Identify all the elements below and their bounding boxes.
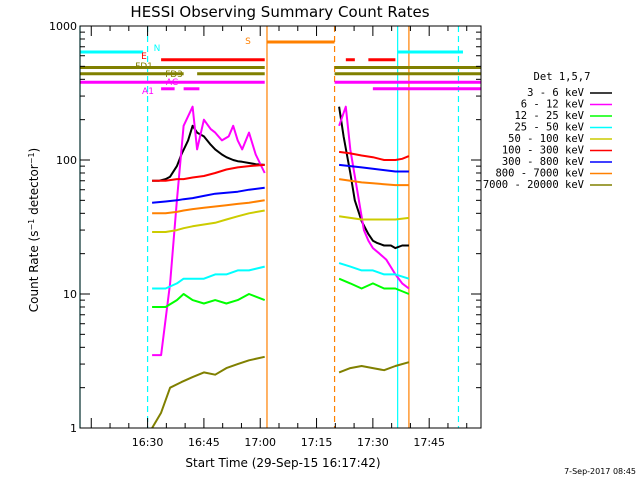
series-1-segment-0	[152, 105, 266, 357]
plot-area	[79, 26, 460, 428]
legend-label: 25 - 50 keV	[514, 122, 584, 134]
legend-label: 6 - 12 keV	[521, 99, 585, 111]
series-7-segment-1	[338, 178, 409, 187]
x-tick-label: 17:45	[413, 436, 445, 449]
timestamp: 7-Sep-2017 08:45	[564, 467, 636, 476]
legend-label: 300 - 800 keV	[502, 156, 585, 168]
series-6-segment-1	[338, 163, 409, 173]
series-5-segment-1	[338, 150, 410, 161]
series-0-segment-0	[152, 124, 265, 182]
y-tick-label: 100	[56, 154, 77, 167]
series-3-segment-0	[152, 265, 265, 290]
flag-label-fd3: FD3	[165, 70, 183, 80]
y-tick-label: 10	[63, 288, 77, 301]
legend-label: 7000 - 20000 keV	[483, 179, 585, 191]
legend-title: Det 1,5,7	[534, 71, 591, 83]
x-tick-label: 16:30	[132, 436, 164, 449]
y-tick-label: 1000	[49, 20, 77, 33]
series-5-segment-0	[152, 163, 265, 182]
x-axis-label: Start Time (29-Sep-15 16:17:42)	[185, 456, 380, 470]
series-4-segment-1	[338, 215, 410, 221]
y-axis-label: Count Rate (s−1 detector−1)	[27, 148, 42, 312]
x-tick-label: 17:00	[244, 436, 276, 449]
flag-label-a1: A1	[142, 87, 154, 97]
series-7-segment-0	[152, 199, 265, 215]
series-8-segment-0	[151, 355, 265, 429]
x-tick-label: 16:45	[188, 436, 220, 449]
series-2-segment-1	[338, 277, 410, 295]
x-tick-label: 17:30	[357, 436, 389, 449]
data-series	[151, 105, 410, 429]
flag-label-n: N	[154, 44, 161, 54]
legend-label: 100 - 300 keV	[502, 145, 585, 157]
series-1-segment-1	[338, 105, 410, 290]
y-tick-label: 1	[70, 422, 77, 435]
series-6-segment-0	[152, 186, 265, 204]
flag-label-e: E	[141, 52, 147, 62]
series-4-segment-0	[152, 209, 265, 233]
x-tick-label: 17:15	[301, 436, 333, 449]
series-0-segment-1	[338, 106, 409, 250]
axes: 1 10 100 1000 16:30 16:45 17:00 17:15 17:30 17:45	[49, 20, 482, 449]
chart-title: HESSI Observing Summary Count Rates	[130, 3, 429, 21]
flag-label-s: S	[245, 37, 251, 47]
plot-frame	[79, 25, 482, 429]
flag-label-fd1: FD1	[135, 62, 153, 72]
legend-label: 12 - 25 keV	[514, 110, 584, 122]
series-8-segment-1	[338, 361, 410, 374]
flag-label-ac: AC	[166, 78, 178, 88]
legend-label: 50 - 100 keV	[508, 133, 585, 145]
series-3-segment-1	[338, 262, 410, 280]
series-2-segment-0	[152, 293, 266, 308]
legend-label: 800 - 7000 keV	[495, 168, 584, 180]
legend-label: 3 - 6 keV	[527, 87, 585, 99]
